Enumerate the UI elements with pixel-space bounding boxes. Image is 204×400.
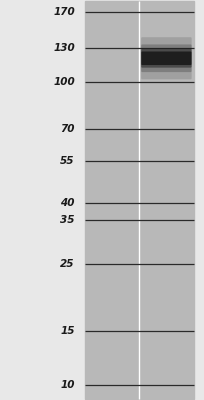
Text: 25: 25: [60, 259, 75, 269]
Bar: [85, 1, 139, 399]
FancyBboxPatch shape: [141, 52, 191, 65]
Text: 100: 100: [53, 77, 75, 87]
Text: 55: 55: [60, 156, 75, 166]
Text: 170: 170: [53, 8, 75, 18]
Text: 40: 40: [60, 198, 75, 208]
Bar: [139, 1, 194, 399]
Text: 10: 10: [60, 380, 75, 390]
Text: 15: 15: [60, 326, 75, 336]
FancyBboxPatch shape: [141, 49, 192, 68]
Text: 70: 70: [60, 124, 75, 134]
FancyBboxPatch shape: [141, 37, 192, 79]
FancyBboxPatch shape: [141, 44, 192, 72]
Text: 35: 35: [60, 215, 75, 225]
Text: 130: 130: [53, 43, 75, 53]
